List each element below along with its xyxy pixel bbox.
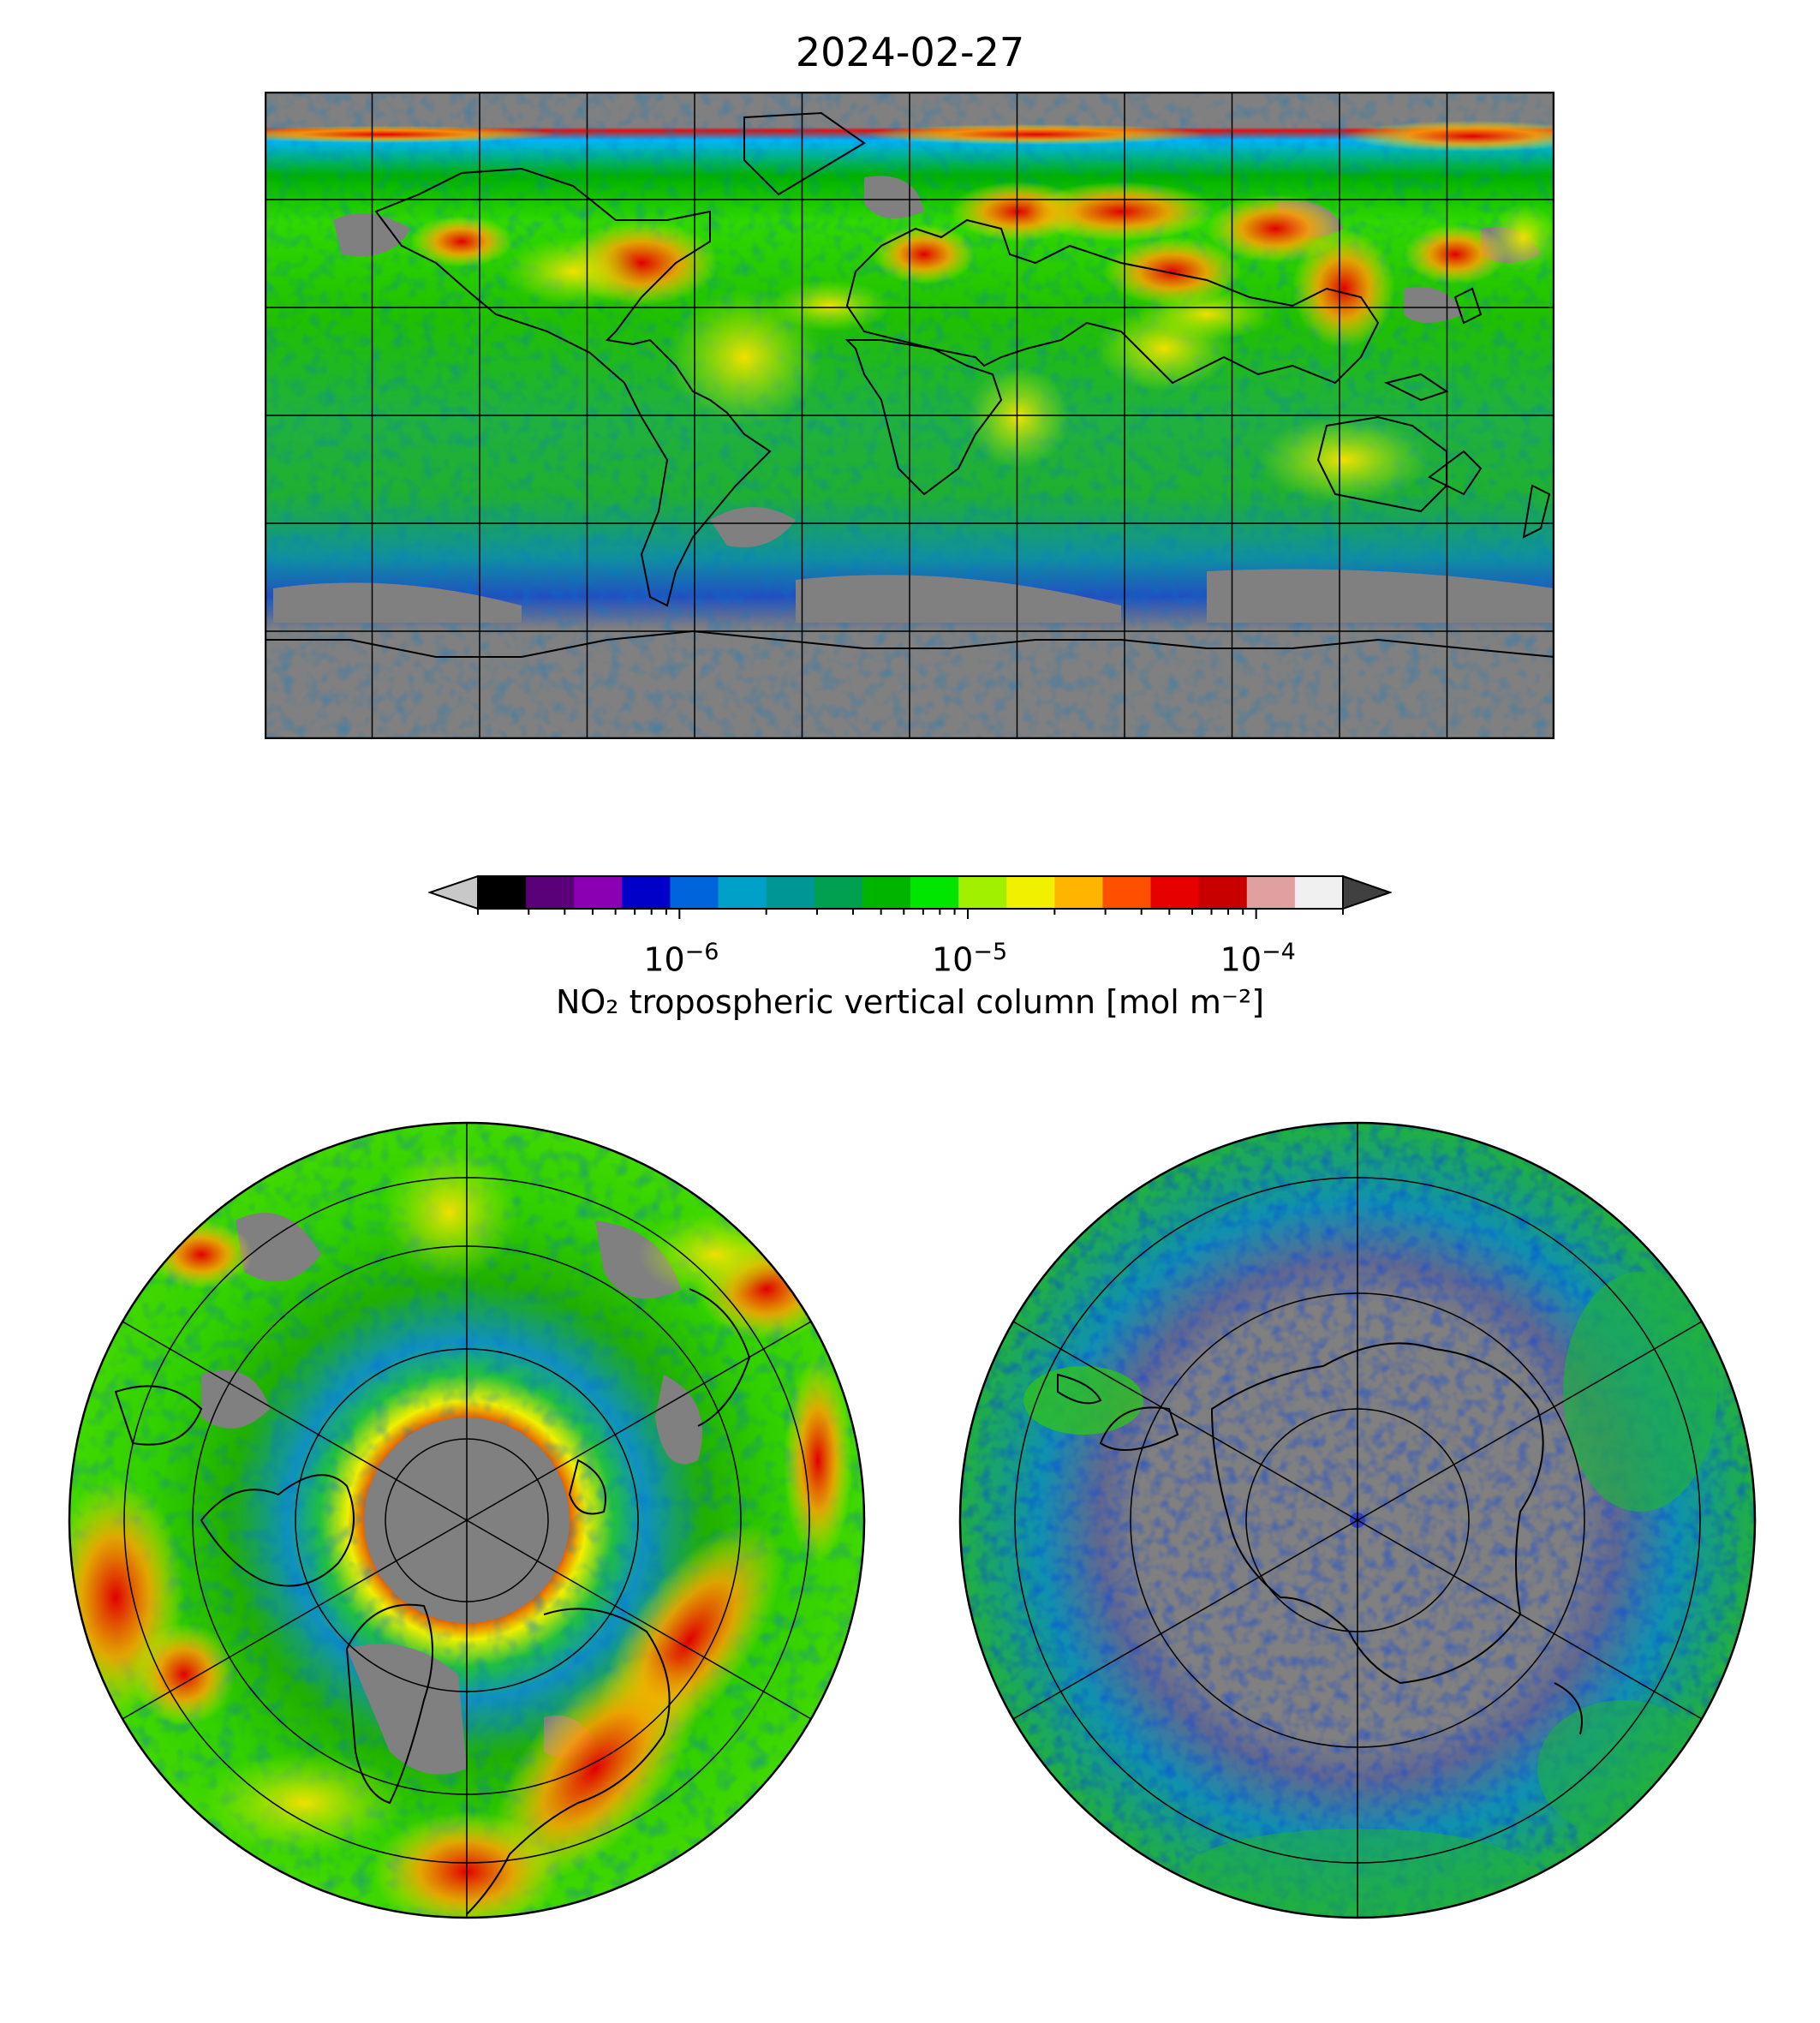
colorbar-segment: [1006, 876, 1056, 909]
colorbar-tick-label: 10−6: [643, 939, 719, 979]
colorbar-over-extension: [1342, 874, 1392, 910]
colorbar-segment: [718, 876, 767, 909]
colorbar-segment: [958, 876, 1008, 909]
figure-title: 2024-02-27: [795, 29, 1025, 75]
colorbar-segment: [910, 876, 959, 909]
colorbar-segment: [814, 876, 863, 909]
colorbar-segment: [574, 876, 624, 909]
colorbar-segment: [526, 876, 576, 909]
colorbar-segment: [1054, 876, 1104, 909]
colorbar-segment: [670, 876, 719, 909]
colorbar-segment: [1294, 876, 1344, 909]
global-no2-map: [265, 92, 1554, 739]
colorbar-tick-label: 10−5: [931, 939, 1008, 979]
colorbar-label: NO₂ tropospheric vertical column [mol m⁻…: [555, 983, 1265, 1021]
north-polar-map: [68, 1121, 866, 1919]
colorbar-segment: [1198, 876, 1248, 909]
colorbar-segment: [1150, 876, 1200, 909]
colorbar-segment: [478, 876, 527, 909]
south-polar-map: [958, 1121, 1757, 1919]
colorbar-tick-label: 10−4: [1220, 939, 1296, 979]
colorbar-segment: [1102, 876, 1152, 909]
colorbar-segment: [862, 876, 911, 909]
colorbar-segment: [622, 876, 671, 909]
colorbar-segment: [1246, 876, 1296, 909]
colorbar-under-extension: [428, 874, 479, 910]
colorbar-segment: [766, 876, 815, 909]
colorbar: [428, 874, 1392, 919]
